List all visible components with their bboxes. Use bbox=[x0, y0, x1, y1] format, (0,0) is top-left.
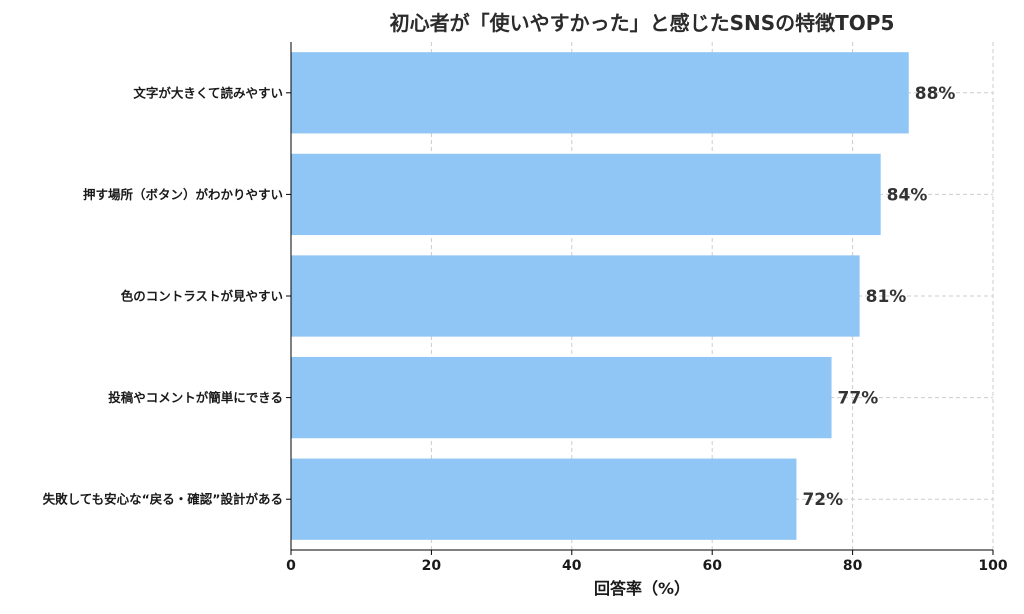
data-label: 72% bbox=[802, 490, 843, 510]
data-label: 84% bbox=[887, 185, 928, 205]
bar-layer bbox=[291, 52, 909, 540]
category-label: 失敗しても安心な“戻る・確認”設計がある bbox=[43, 492, 283, 507]
axis-layer bbox=[286, 42, 994, 555]
bar bbox=[291, 356, 832, 439]
bar bbox=[291, 52, 909, 134]
category-label: 文字が大きくて読みやすい bbox=[133, 85, 283, 100]
bar bbox=[291, 458, 797, 540]
x-tick-label: 40 bbox=[562, 558, 582, 574]
category-label: 押す場所（ボタン）がわかりやすい bbox=[83, 187, 283, 202]
category-label: 色のコントラストが見やすい bbox=[121, 289, 283, 304]
data-label: 77% bbox=[838, 389, 879, 409]
x-tick-label: 100 bbox=[978, 558, 1007, 574]
data-label: 81% bbox=[866, 287, 907, 307]
x-axis-title: 回答率（%） bbox=[594, 579, 690, 598]
x-tick-label: 80 bbox=[843, 558, 863, 574]
label-layer: 0 20 40 60 80 100 文字が大きくて読みやすい 88% 押す場所（ボタン）がわかり… bbox=[43, 84, 1008, 574]
data-label: 88% bbox=[915, 84, 956, 104]
x-tick-label: 60 bbox=[702, 558, 722, 574]
x-tick-label: 0 bbox=[286, 558, 296, 574]
chart-title: 初心者が「使いやすかった」と感じたSNSの特徴TOP5 bbox=[390, 11, 895, 35]
bar bbox=[291, 153, 881, 236]
category-label: 投稿やコメントが簡単にできる bbox=[108, 390, 283, 405]
x-tick-label: 20 bbox=[422, 558, 442, 574]
bar bbox=[291, 255, 860, 337]
